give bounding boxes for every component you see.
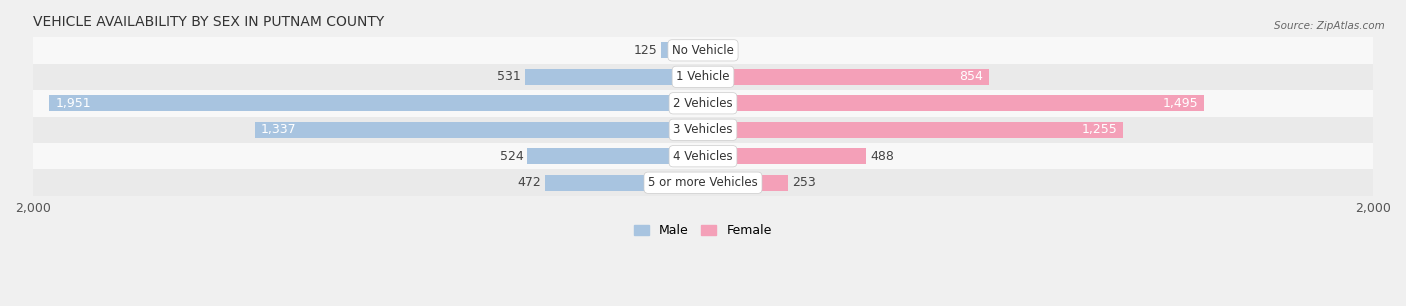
Text: 1,951: 1,951 <box>55 97 91 110</box>
Text: 854: 854 <box>959 70 983 83</box>
Bar <box>527 148 703 164</box>
Bar <box>546 175 703 191</box>
Legend: Male, Female: Male, Female <box>634 224 772 237</box>
Text: 3 Vehicles: 3 Vehicles <box>673 123 733 136</box>
Text: 472: 472 <box>517 176 541 189</box>
Bar <box>703 148 866 164</box>
Bar <box>703 175 787 191</box>
Text: 488: 488 <box>870 150 894 163</box>
Bar <box>254 122 703 138</box>
Bar <box>661 43 703 58</box>
Bar <box>703 122 1123 138</box>
Text: 531: 531 <box>498 70 522 83</box>
Text: No Vehicle: No Vehicle <box>672 44 734 57</box>
Bar <box>32 90 1374 117</box>
Text: VEHICLE AVAILABILITY BY SEX IN PUTNAM COUNTY: VEHICLE AVAILABILITY BY SEX IN PUTNAM CO… <box>32 15 384 29</box>
Text: 253: 253 <box>792 176 815 189</box>
Text: Source: ZipAtlas.com: Source: ZipAtlas.com <box>1274 21 1385 32</box>
Text: 0: 0 <box>707 44 716 57</box>
Bar <box>49 95 703 111</box>
Text: 2 Vehicles: 2 Vehicles <box>673 97 733 110</box>
Text: 1,337: 1,337 <box>262 123 297 136</box>
Text: 1,495: 1,495 <box>1163 97 1198 110</box>
Bar <box>32 143 1374 170</box>
Bar <box>703 69 988 85</box>
Text: 5 or more Vehicles: 5 or more Vehicles <box>648 176 758 189</box>
Text: 125: 125 <box>633 44 657 57</box>
Text: 524: 524 <box>499 150 523 163</box>
Text: 1 Vehicle: 1 Vehicle <box>676 70 730 83</box>
Bar <box>703 95 1204 111</box>
Bar <box>32 117 1374 143</box>
Bar <box>32 37 1374 64</box>
Bar <box>32 170 1374 196</box>
Text: 4 Vehicles: 4 Vehicles <box>673 150 733 163</box>
Bar <box>32 64 1374 90</box>
Bar <box>524 69 703 85</box>
Text: 1,255: 1,255 <box>1081 123 1118 136</box>
